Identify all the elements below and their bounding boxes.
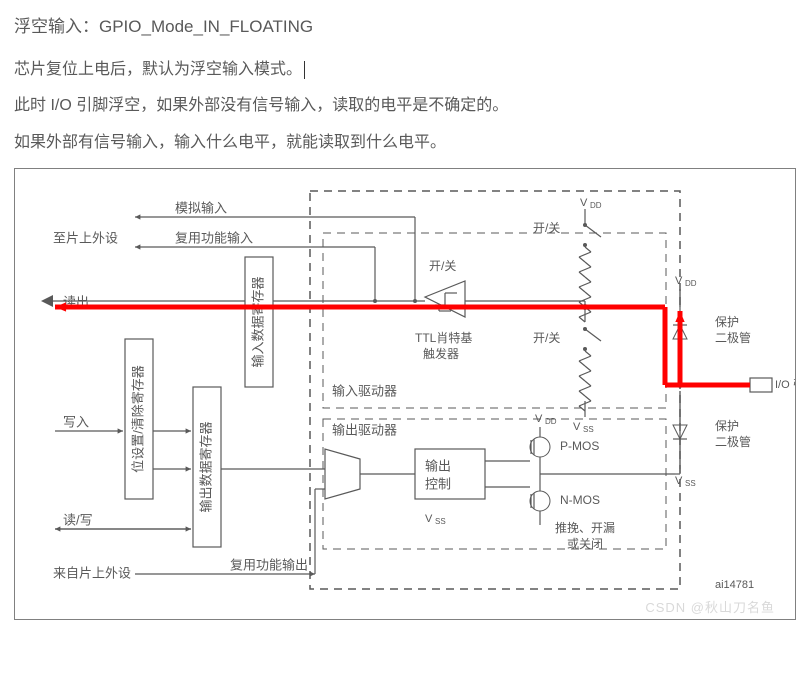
svg-text:或关闭: 或关闭 [567, 537, 603, 551]
svg-text:I/O 引脚: I/O 引脚 [775, 377, 795, 391]
paragraph-3: 如果外部有信号输入，输入什么电平，就能读取到什么电平。 [14, 132, 794, 154]
svg-text:输出数据寄存器: 输出数据寄存器 [198, 422, 213, 513]
svg-text:P-MOS: P-MOS [560, 439, 599, 453]
svg-text:V: V [675, 275, 683, 287]
svg-text:V: V [580, 197, 588, 209]
svg-text:SS: SS [685, 479, 696, 488]
svg-text:V: V [675, 475, 683, 487]
svg-text:DD: DD [685, 279, 697, 288]
svg-text:ai14781: ai14781 [715, 579, 754, 591]
svg-text:TTL肖特基: TTL肖特基 [415, 330, 472, 345]
gpio-diagram: 输入驱动器输出驱动器至片上外设来自片上外设模拟输入复用功能输入读出位设置/清除寄… [14, 168, 796, 620]
svg-text:DD: DD [590, 201, 602, 210]
svg-text:V: V [573, 421, 581, 433]
svg-text:推挽、开漏: 推挽、开漏 [555, 521, 615, 535]
svg-text:保护: 保护 [715, 419, 739, 433]
svg-text:复用功能输入: 复用功能输入 [175, 231, 253, 246]
svg-text:输出: 输出 [425, 459, 451, 474]
svg-text:复用功能输出: 复用功能输出 [230, 558, 308, 573]
svg-text:输入数据寄存器: 输入数据寄存器 [250, 277, 265, 368]
svg-text:V: V [535, 413, 543, 425]
svg-text:保护: 保护 [715, 315, 739, 329]
svg-text:触发器: 触发器 [423, 346, 459, 361]
svg-text:二极管: 二极管 [715, 434, 751, 449]
svg-text:SS: SS [435, 517, 446, 526]
svg-text:开/关: 开/关 [533, 331, 560, 345]
svg-text:N-MOS: N-MOS [560, 493, 600, 507]
svg-text:开/关: 开/关 [533, 221, 560, 235]
watermark: CSDN @秋山刀名鱼 [645, 597, 775, 616]
svg-text:来自片上外设: 来自片上外设 [53, 566, 131, 581]
svg-text:至片上外设: 至片上外设 [53, 231, 118, 246]
paragraph-2: 此时 I/O 引脚浮空，如果外部没有信号输入，读取的电平是不确定的。 [14, 95, 794, 117]
svg-text:读/写: 读/写 [63, 513, 93, 528]
svg-text:V: V [425, 513, 433, 525]
page-title: 浮空输入：GPIO_Mode_IN_FLOATING [14, 12, 794, 37]
svg-text:控制: 控制 [425, 477, 451, 492]
svg-text:SS: SS [583, 425, 594, 434]
svg-text:DD: DD [545, 417, 557, 426]
svg-text:二极管: 二极管 [715, 330, 751, 345]
svg-text:模拟输入: 模拟输入 [175, 201, 227, 216]
svg-text:输出驱动器: 输出驱动器 [332, 423, 397, 438]
svg-text:开/关: 开/关 [429, 259, 456, 273]
svg-text:写入: 写入 [63, 415, 89, 430]
paragraph-1: 芯片复位上电后，默认为浮空输入模式。 [14, 59, 794, 81]
svg-text:输入驱动器: 输入驱动器 [332, 384, 397, 399]
svg-text:位设置/清除寄存器: 位设置/清除寄存器 [130, 365, 145, 473]
